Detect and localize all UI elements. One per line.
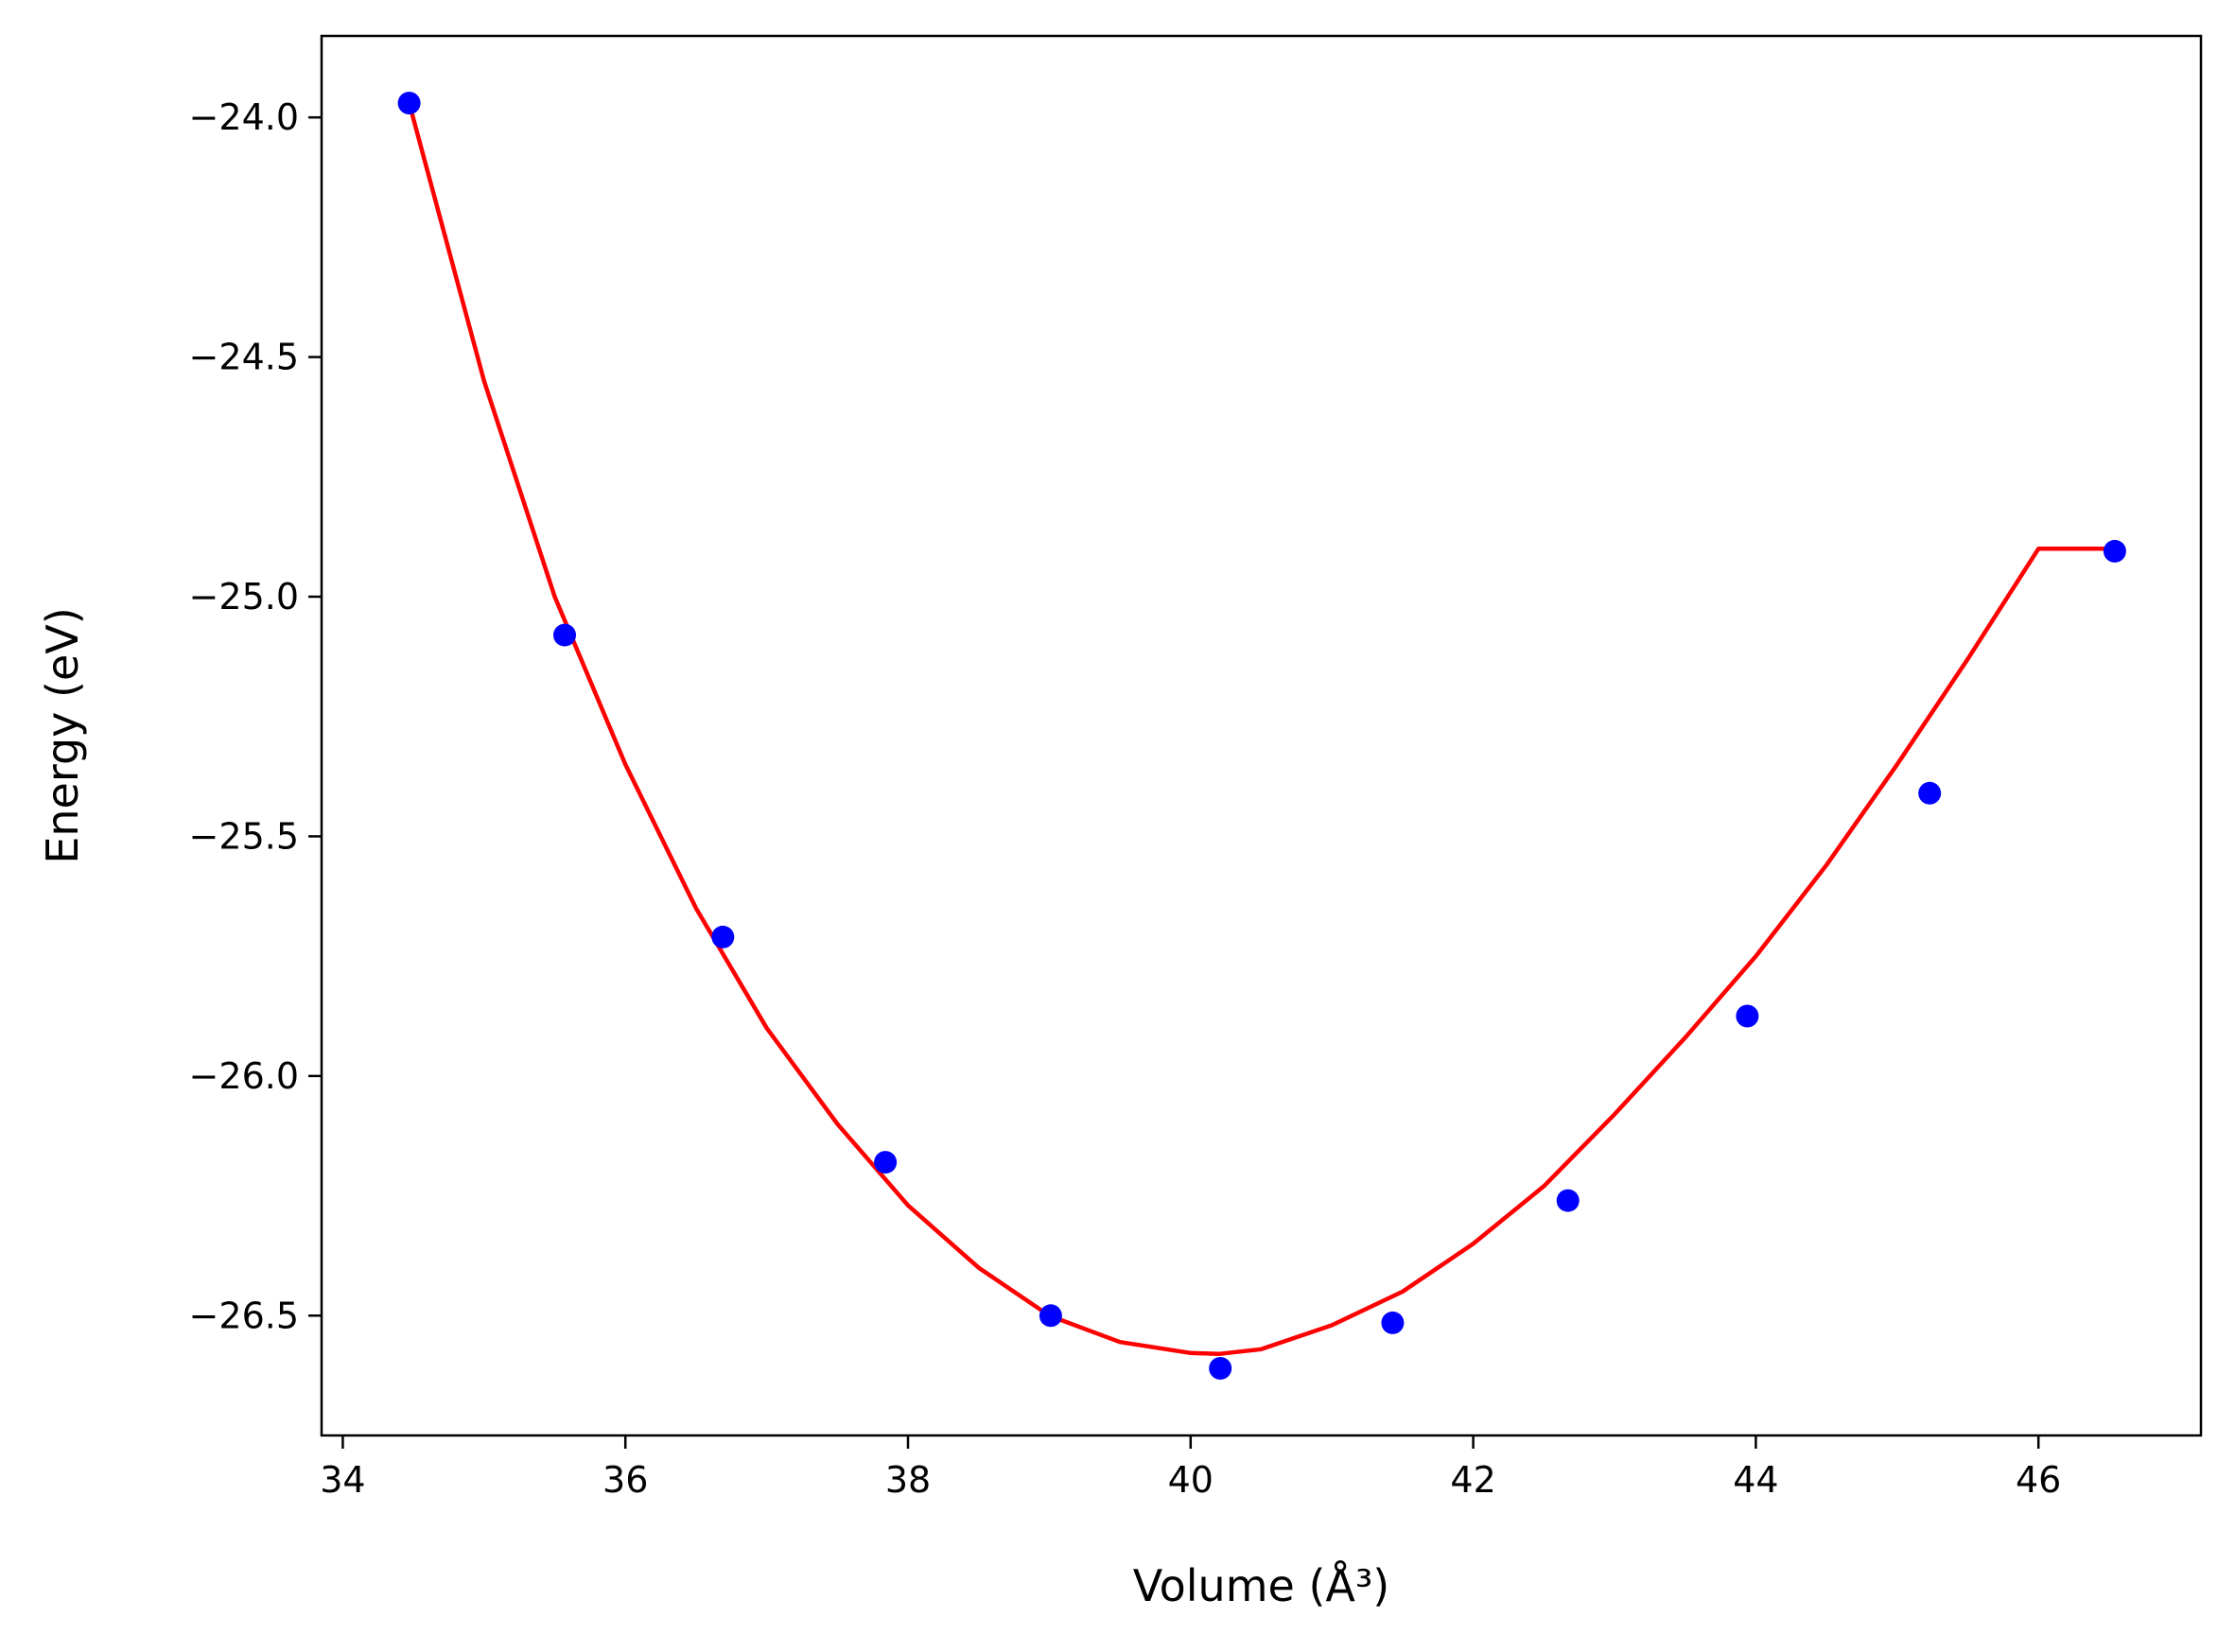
x-tick-label: 40 [1168, 1459, 1214, 1501]
y-tick-label: −26.5 [189, 1295, 299, 1336]
x-tick-label: 44 [1733, 1459, 1778, 1501]
data-point [1039, 1304, 1062, 1328]
y-axis-ticks: −24.0 −24.5 −25.0 −25.5 −26.0 −26.5 [189, 96, 322, 1336]
plot-frame [320, 34, 2203, 1437]
y-tick-label: −26.0 [189, 1055, 299, 1097]
y-tick-label: −25.5 [189, 815, 299, 857]
x-tick-label: 46 [2016, 1459, 2061, 1501]
data-point [1918, 781, 1942, 805]
x-tick-label: 36 [602, 1459, 648, 1501]
x-tick-label: 42 [1450, 1459, 1495, 1501]
x-tick-label: 38 [885, 1459, 931, 1501]
y-axis-label: Energy (eV) [37, 607, 88, 863]
data-point [1736, 1004, 1759, 1028]
data-point [711, 925, 735, 948]
y-tick-label: −24.0 [189, 96, 299, 138]
x-axis-label: Volume (Å³) [1133, 1560, 1390, 1611]
y-tick-label: −24.5 [189, 337, 299, 378]
plot-content [397, 92, 2126, 1380]
data-point [2103, 539, 2126, 563]
data-point [874, 1151, 898, 1174]
data-point [553, 623, 576, 647]
data-point [1556, 1189, 1580, 1212]
data-point [1209, 1357, 1232, 1380]
x-axis-ticks: 34 36 38 40 42 44 46 [320, 1435, 2061, 1501]
fit-curve [407, 100, 2118, 1357]
data-point [1381, 1311, 1405, 1334]
data-point [397, 92, 421, 114]
y-tick-label: −25.0 [189, 576, 299, 617]
x-tick-label: 34 [320, 1459, 365, 1501]
